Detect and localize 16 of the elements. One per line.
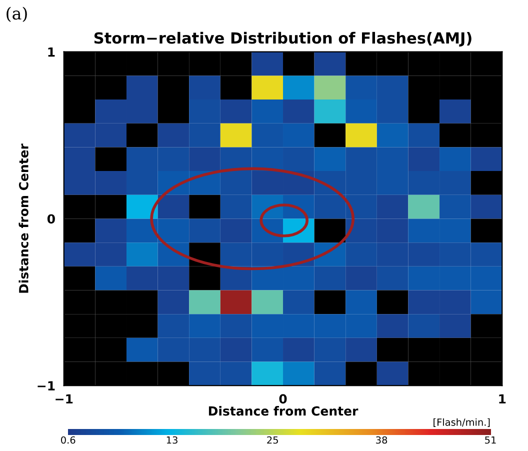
x-tick-label: 0 (279, 394, 287, 404)
y-tick-label: 0 (47, 214, 55, 224)
x-axis-title: Distance from Center (208, 406, 358, 416)
x-tick-label: 1 (499, 394, 506, 404)
chart-title: Storm−relative Distribution of Flashes(AMJ) (94, 32, 472, 47)
color-bar-label: 0.6 (61, 436, 76, 444)
color-bar-label: 51 (485, 436, 496, 444)
color-bar-label: 13 (166, 436, 178, 444)
y-axis-title: Distance from Center (18, 144, 28, 293)
color-bar-title: [Flash/min.] (434, 418, 490, 427)
x-tick-label: −1 (56, 394, 73, 404)
color-bar-label: 25 (267, 436, 278, 444)
y-tick-label: −1 (38, 381, 55, 390)
y-tick-label: 1 (48, 48, 55, 57)
color-bar-label: 38 (376, 436, 388, 444)
text: (a) (6, 6, 27, 22)
